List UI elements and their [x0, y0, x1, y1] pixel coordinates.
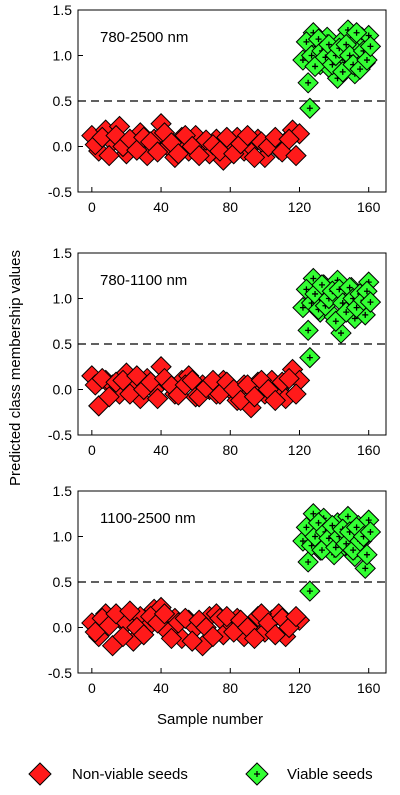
legend: Non-viable seeds Viable seeds [28, 762, 373, 786]
nonviable-point [153, 603, 176, 625]
nonviable-point [285, 605, 307, 628]
nonviable-point [188, 144, 210, 167]
viable-point [299, 580, 321, 602]
y-tick-label: 1.0 [53, 48, 73, 64]
x-tick-label: 0 [88, 199, 96, 215]
y-tick-label: 0.0 [53, 139, 73, 155]
legend-label-nonviable: Non-viable seeds [72, 766, 188, 783]
viable-point [297, 319, 319, 342]
legend-viable-cross [254, 771, 260, 777]
y-tick-label: -0.5 [48, 665, 72, 681]
nonviable-point [278, 367, 300, 390]
nonviable-point [216, 126, 238, 149]
nonviable-point [216, 605, 238, 628]
viable-point [297, 72, 319, 94]
panel-label: 1100-2500 nm [100, 510, 196, 527]
viable-point [359, 35, 382, 58]
points [81, 503, 382, 657]
nonviable-point [98, 386, 120, 408]
y-tick-label: 1.5 [53, 245, 73, 261]
nonviable-point [278, 128, 300, 150]
panel-1: -0.5 0.0 0.5 1.0 1.5 0 40 80 120 160 780-2500 nm [48, 2, 387, 215]
nonviable-point [98, 144, 120, 167]
nonviable-point [181, 369, 203, 392]
viable-point [297, 551, 319, 573]
points [81, 19, 382, 171]
nonviable-point [288, 123, 311, 145]
nonviable-point [146, 387, 169, 410]
legend-label-viable: Viable seeds [287, 766, 373, 783]
y-tick-label: 0.5 [53, 336, 73, 352]
legend-item-nonviable: Non-viable seeds [28, 762, 188, 786]
x-tick-label: 40 [153, 442, 169, 458]
nonviable-point [167, 143, 190, 165]
y-tick-label: -0.5 [48, 184, 72, 200]
x-tick-label: 120 [288, 442, 312, 458]
y-tick-label: 0.5 [53, 574, 73, 590]
nonviable-point [264, 624, 286, 646]
viable-point [359, 521, 382, 543]
x-tick-label: 160 [357, 442, 381, 458]
nonviable-point [285, 383, 307, 405]
nonviable-point [174, 607, 196, 630]
x-tick-label: 40 [153, 680, 169, 696]
y-tick-label: 1.0 [53, 291, 73, 307]
x-tick-label: 80 [222, 680, 238, 696]
y-tick-label: 0.0 [53, 382, 73, 398]
nonviable-point [146, 141, 169, 163]
nonviable-point [202, 625, 224, 648]
legend-item-viable: Viable seeds [245, 762, 373, 786]
panel-label: 780-2500 nm [100, 29, 188, 46]
legend-marker-nonviable [28, 762, 52, 786]
nonviable-point [264, 126, 286, 149]
y-tick-label: 1.0 [53, 529, 73, 545]
nonviable-point [243, 627, 266, 650]
points [81, 267, 382, 419]
x-tick-label: 160 [357, 680, 381, 696]
nonviable-point [243, 386, 266, 408]
y-tick-label: 1.5 [53, 483, 73, 499]
nonviable-point [133, 624, 155, 646]
viable-point [299, 346, 321, 369]
viable-point [330, 322, 352, 344]
x-tick-label: 0 [88, 680, 96, 696]
x-axis-label: Sample number [157, 711, 263, 728]
y-tick-label: 0.5 [53, 93, 73, 109]
x-tick-label: 80 [222, 442, 238, 458]
x-tick-label: 40 [153, 199, 169, 215]
nonviable-point [119, 600, 141, 622]
x-tick-label: 160 [357, 199, 381, 215]
viable-point [299, 97, 321, 119]
y-axis-label: Predicted class membership values [7, 250, 24, 486]
viable-point [354, 557, 376, 580]
nonviable-point [181, 630, 203, 652]
x-tick-label: 0 [88, 442, 96, 458]
panel-3: -0.5 0.0 0.5 1.0 1.5 0 40 80 120 160 1100-2500 nm [48, 483, 387, 696]
y-tick-label: 0.0 [53, 620, 73, 636]
x-tick-label: 120 [288, 680, 312, 696]
viable-point [359, 291, 382, 313]
viable-point [345, 22, 368, 44]
nonviable-point [91, 367, 113, 390]
panel-label: 780-1100 nm [100, 272, 187, 289]
y-tick-label: 1.5 [53, 2, 73, 18]
panel-2: -0.5 0.0 0.5 1.0 1.5 0 40 80 120 160 780-1100 nm [48, 245, 387, 458]
nonviable-point [285, 144, 307, 167]
nonviable-point [160, 627, 183, 650]
x-tick-label: 80 [222, 199, 238, 215]
nonviable-point [264, 389, 286, 412]
nonviable-point [243, 146, 266, 169]
y-tick-label: -0.5 [48, 427, 72, 443]
viable-point [356, 543, 378, 566]
x-tick-label: 120 [288, 199, 312, 215]
nonviable-point [112, 625, 134, 648]
